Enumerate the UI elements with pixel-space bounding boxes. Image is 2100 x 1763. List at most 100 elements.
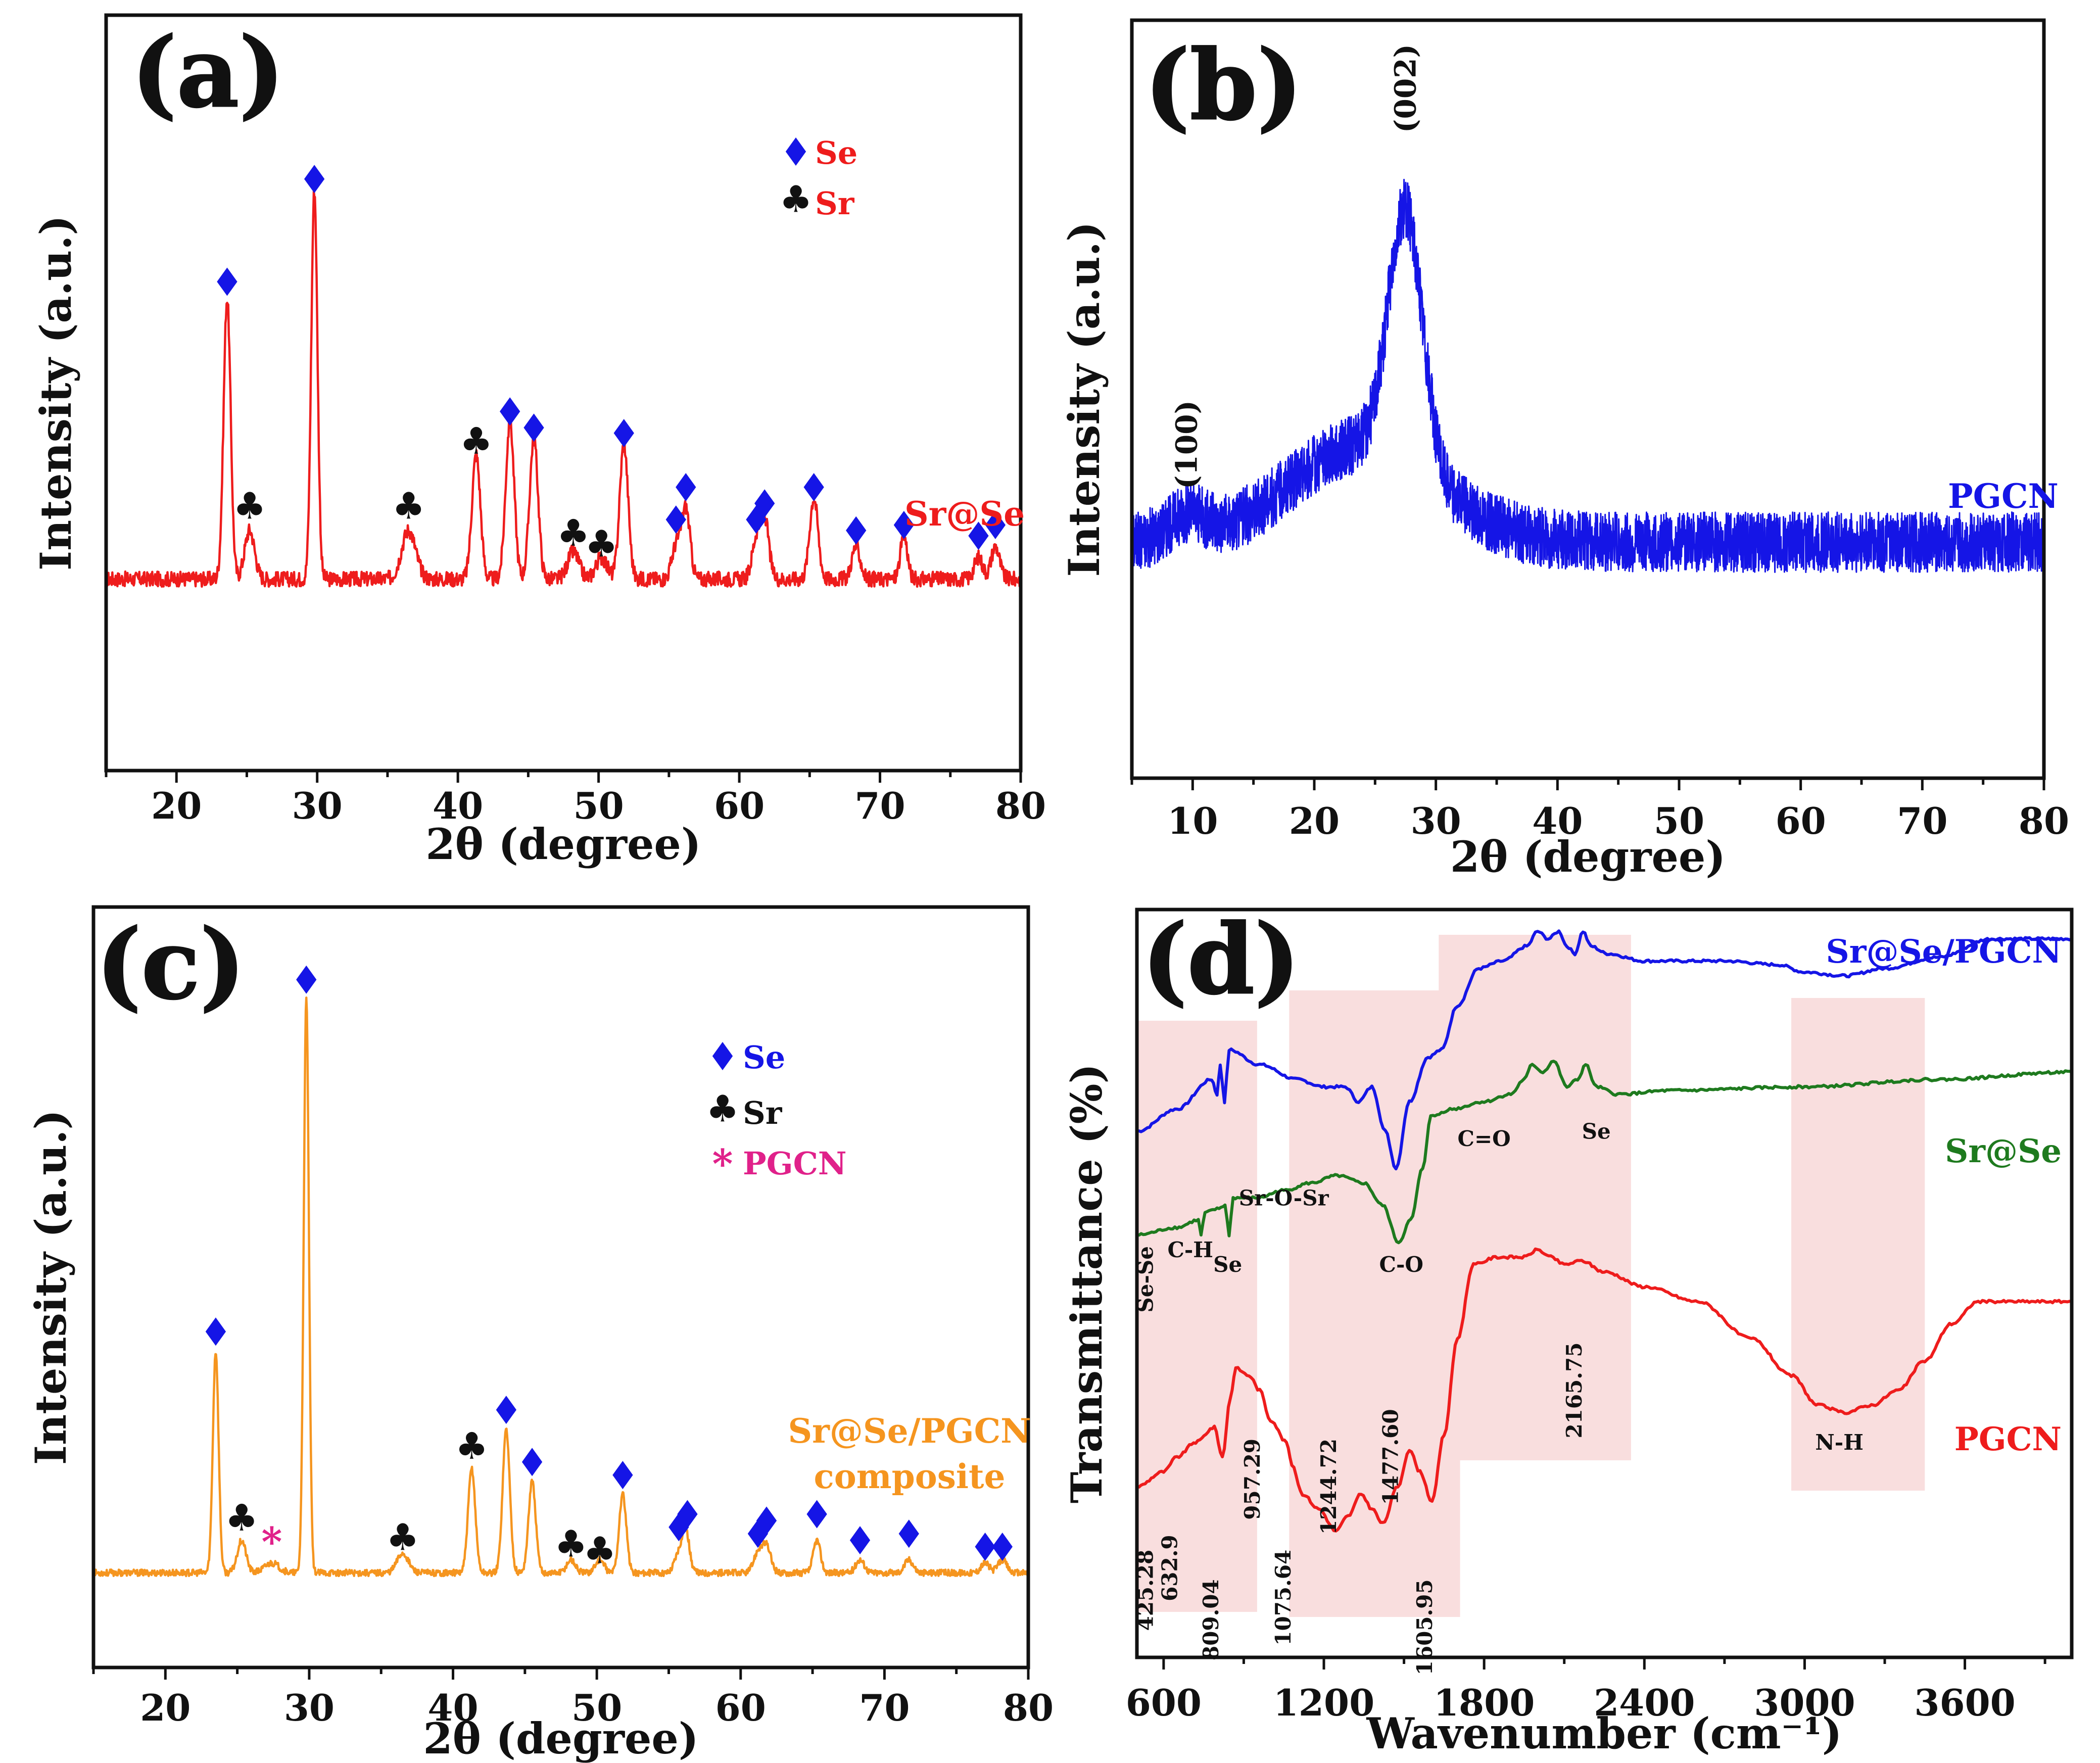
x-tick-label: 60: [1776, 799, 1826, 842]
x-tick-label: 3600: [1914, 1681, 2015, 1724]
sr-club-marker: ♣: [386, 1516, 419, 1559]
panel-b: 10 20 30 40 50 60 70 80 2θ (degree) Intensity (a.…: [1059, 18, 2069, 882]
sr-club-marker: ♣: [779, 178, 812, 221]
x-tick-label: 30: [284, 1686, 335, 1729]
se-diamond-marker: [992, 1533, 1013, 1561]
x-tick-label: 80: [995, 784, 1046, 827]
x-tick-label: 3000: [1754, 1681, 1855, 1724]
legend-label: Se: [743, 1039, 785, 1076]
se-diamond-marker: [893, 511, 915, 539]
x-axis-label: 2θ (degree): [1450, 832, 1726, 882]
se-diamond-marker: [205, 1317, 226, 1346]
highlight-band: [1791, 998, 1925, 1491]
highlight-band: [1439, 935, 1631, 1460]
pgcn-star-marker: *: [261, 1519, 282, 1565]
se-diamond-marker: [612, 1461, 633, 1490]
peak-wavenumber-label: 809.04: [1199, 1579, 1223, 1660]
se-diamond-marker: [985, 511, 1006, 539]
y-axis-label: Intensity (a.u.): [26, 1110, 76, 1465]
se-diamond-marker: [747, 1519, 769, 1548]
x-tick-label: 70: [859, 1686, 910, 1729]
se-diamond-marker: [754, 489, 775, 518]
peak-wavenumber-label: 1244.72: [1316, 1439, 1341, 1535]
x-tick-label: 30: [292, 784, 343, 827]
peak-label: (002): [1389, 44, 1423, 133]
peak-wavenumber-label: 425.28: [1133, 1550, 1158, 1631]
se-diamond-marker: [523, 413, 544, 442]
se-diamond-marker: [975, 1533, 995, 1561]
panel-label: (b): [1144, 29, 1303, 141]
se-diamond-marker: [296, 965, 317, 994]
band-assignment-label: C=O: [1458, 1126, 1511, 1151]
se-diamond-marker: [785, 137, 806, 166]
x-tick-label: 70: [854, 784, 905, 827]
peak-wavenumber-label: 1477.60: [1378, 1409, 1403, 1505]
ftir-series-line: [1136, 1247, 2072, 1533]
se-diamond-marker: [677, 1500, 698, 1529]
sr-club-marker: ♣: [233, 485, 266, 528]
x-axis-label: 2θ (degree): [425, 819, 701, 869]
legend-label: PGCN: [743, 1145, 847, 1182]
x-tick-label: 60: [714, 784, 765, 827]
x-tick-label: 40: [427, 1686, 478, 1729]
plot-frame: [91, 905, 1030, 1670]
se-diamond-marker: [712, 1042, 733, 1070]
series-line-b: [1131, 178, 2044, 573]
se-diamond-marker: [217, 267, 237, 296]
plot-frame: [1135, 908, 2074, 1659]
ftir-series-line: [1136, 1060, 2073, 1245]
series-line-c: [92, 996, 1029, 1578]
x-tick-label: 60: [715, 1686, 766, 1729]
panel-d: 600 1200 1800 2400 3000 3600 Wavenumber (cm⁻¹)…: [1062, 902, 2074, 1758]
peak-wavenumber-label: 632.9: [1157, 1535, 1182, 1601]
peak-wavenumber-label: 1075.64: [1271, 1550, 1296, 1646]
y-axis-label: Transmittance (%): [1062, 1064, 1112, 1503]
se-diamond-marker: [676, 473, 696, 502]
panel-label: (c): [96, 908, 245, 1021]
sr-club-marker: ♣: [583, 1530, 616, 1573]
peak-label: (100): [1169, 400, 1204, 489]
x-tick-label: 30: [1411, 799, 1461, 842]
curve-label: Sr@Se: [1945, 1132, 2062, 1170]
band-assignment-label: N-H: [1815, 1430, 1864, 1455]
x-tick-label: 1800: [1434, 1681, 1535, 1724]
y-axis-label: Intensity (a.u.): [31, 215, 81, 570]
series-annotation: PGCN: [1948, 477, 2059, 516]
x-tick-label: 20: [140, 1686, 190, 1729]
x-tick-label: 50: [1654, 799, 1704, 842]
x-tick-label: 50: [574, 784, 624, 827]
series-annotation: Sr@Se: [904, 494, 1025, 534]
peak-wavenumber-label: 2165.75: [1562, 1343, 1587, 1439]
sr-club-marker: ♣: [557, 512, 590, 555]
se-diamond-marker: [803, 473, 824, 502]
se-diamond-marker: [496, 1396, 517, 1424]
sr-club-marker: ♣: [455, 1425, 488, 1468]
se-diamond-marker: [304, 165, 325, 194]
se-diamond-marker: [968, 521, 989, 550]
sr-club-marker: ♣: [554, 1523, 587, 1566]
highlight-band: [1137, 1021, 1257, 1612]
x-axis-label: 2θ (degree): [423, 1713, 698, 1763]
se-diamond-marker: [521, 1448, 543, 1476]
band-assignment-label: Se: [1582, 1119, 1611, 1143]
curve-label: Sr@Se/PGCN: [1826, 933, 2062, 971]
y-axis-label: Intensity (a.u.): [1059, 221, 1109, 577]
se-diamond-marker: [500, 397, 520, 426]
panel-label: (d): [1142, 903, 1300, 1016]
se-diamond-marker: [613, 419, 634, 448]
sr-club-marker: ♣: [706, 1088, 739, 1131]
x-tick-label: 1200: [1273, 1681, 1374, 1724]
se-diamond-marker: [756, 1506, 777, 1535]
x-tick-label: 20: [151, 784, 202, 827]
se-diamond-marker: [898, 1519, 919, 1548]
x-tick-label: 80: [1003, 1686, 1054, 1729]
band-assignment-label: Se: [1213, 1252, 1242, 1277]
sr-club-marker: ♣: [225, 1497, 258, 1540]
pgcn-star-marker: *: [712, 1141, 733, 1187]
se-diamond-marker: [849, 1526, 871, 1555]
x-tick-label: 20: [1289, 799, 1340, 842]
series-line-a: [105, 190, 1022, 588]
peak-wavenumber-label: 957.29: [1240, 1439, 1265, 1520]
